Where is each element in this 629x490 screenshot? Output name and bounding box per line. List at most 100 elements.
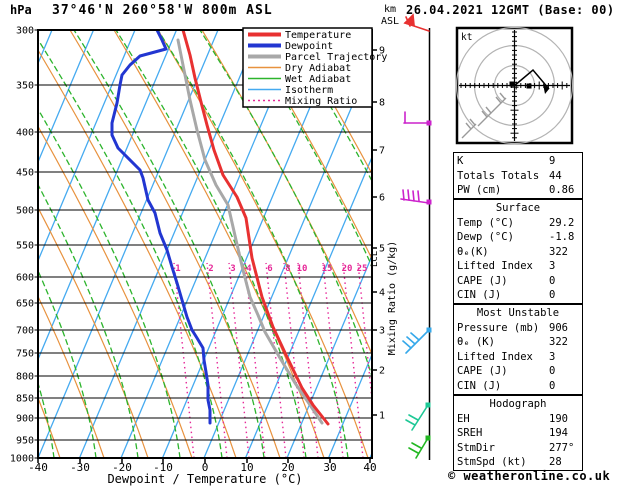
temp-axis-label: -20: [112, 461, 132, 474]
pressure-axis-label: 550: [16, 241, 34, 252]
hodograph-ghost-barb: [461, 118, 477, 139]
panel-row-value: 906: [549, 321, 568, 334]
legend-item-label: Mixing Ratio: [285, 96, 357, 107]
panel-row-label: PW (cm): [457, 184, 502, 196]
panel-row-value: 0: [549, 289, 556, 301]
wind-barb-stroke: [417, 190, 420, 202]
wind-barb-stroke: [402, 340, 412, 349]
pressure-axis-label: 450: [16, 168, 34, 179]
km-axis-label: 8: [379, 98, 385, 109]
wet-adiabat-line: [578, 30, 629, 458]
panel-row: SREH 194: [454, 426, 582, 441]
dry-adiabat-line: [157, 30, 369, 458]
km-axis-label: 6: [379, 193, 385, 204]
panel-row: EH 190: [454, 412, 582, 427]
panel-row-label: Totals Totals: [457, 169, 540, 182]
temp-axis-label: 10: [240, 461, 253, 474]
pressure-axis-label: 650: [16, 299, 34, 310]
wind-barb: [403, 111, 432, 126]
indices-panel-surface: Surface Temp (°C) 29.2 Dewp (°C) -1.8 θₑ(K) 32…: [453, 199, 583, 304]
pressure-axis-label: 400: [16, 128, 34, 139]
panel-row-value: 194: [549, 427, 568, 439]
panel-row-label: θₑ(K): [457, 245, 489, 258]
wind-barb-dot: [426, 120, 432, 126]
wind-barb-stroke: [405, 419, 416, 426]
km-axis-label: 7: [379, 146, 385, 157]
panel-row-value: 277°: [549, 441, 575, 454]
panel-title: Most Unstable: [476, 307, 560, 319]
dry-adiabat-line: [69, 30, 281, 458]
wet-adiabat-line: [620, 30, 629, 458]
panel-row: Pressure (mb) 906: [454, 321, 582, 336]
km-axis-label: 2: [379, 366, 385, 377]
isotherm-line: [38, 30, 219, 458]
mixing-ratio-label: 3: [230, 264, 235, 274]
panel-title: Hodograph: [489, 398, 547, 410]
pressure-axis-label: 300: [16, 26, 34, 37]
station-title: 37°46'N 260°58'W 800m ASL: [52, 3, 273, 18]
indices-panel: K 9 Totals Totals 44 PW (cm) 0.86: [453, 152, 583, 199]
mixing-ratio-label: 15: [322, 264, 333, 274]
temp-axis-label: 40: [363, 461, 376, 474]
mixing-ratio-label: 2: [208, 264, 213, 274]
panel-row-label: StmSpd (kt): [457, 456, 527, 468]
pressure-axis-label: 750: [16, 349, 34, 360]
panel-row: PW (cm) 0.86: [454, 183, 582, 198]
mixing-ratio-label: 25: [357, 264, 368, 274]
isotherm-line: [244, 155, 372, 458]
pressure-axis-label: 500: [16, 206, 34, 217]
wind-barb-stroke: [402, 189, 405, 201]
hodograph-arrowhead: [543, 84, 549, 94]
legend-item-label: Parcel Trajectory: [285, 52, 387, 63]
panel-row: Dewp (°C) -1.8: [454, 230, 582, 245]
km-axis-label: 5: [379, 244, 385, 255]
panel-row-value: 0.86: [549, 184, 575, 196]
wind-barb-stroke: [415, 437, 429, 459]
panel-row-value: 3: [549, 350, 556, 363]
hodograph-marker: [526, 83, 532, 89]
wind-barb: [400, 189, 432, 205]
panel-row-value: 0: [549, 274, 556, 287]
wet-adiabat-line: [38, 380, 55, 458]
pressure-axis-label: 1000: [10, 454, 34, 465]
indices-panel-hodograph: Hodograph EH 190 SREH 194 StmDir 277° StmSpd (k…: [453, 395, 583, 471]
wet-adiabat-line: [38, 269, 97, 458]
km-axis-label: 3: [379, 326, 385, 337]
sounding-curves: [110, 30, 330, 426]
panel-row-value: 190: [549, 412, 568, 425]
panel-row: Lifted Index 3: [454, 350, 582, 365]
wind-barb-stroke: [410, 332, 420, 341]
lcl-label: LCL: [370, 251, 380, 267]
wet-adiabat-line: [38, 107, 181, 458]
wet-adiabat-line: [115, 30, 307, 458]
isotherm-line: [38, 30, 136, 263]
legend-item-label: Isotherm: [285, 85, 333, 96]
panel-row-value: 322: [549, 245, 568, 258]
temp-axis-label: -40: [28, 461, 48, 474]
wind-barb-dot: [425, 435, 431, 441]
legend-item-label: Dewpoint: [285, 41, 333, 52]
dry-adiabat-line: [38, 206, 149, 458]
hodograph-unit-label: kt: [461, 32, 472, 43]
panel-row: CAPE (J) 0: [454, 364, 582, 379]
panel-row-label: Lifted Index: [457, 350, 533, 363]
temp-axis-label: -10: [153, 461, 173, 474]
isotherm-line: [78, 30, 261, 458]
panel-row-label: K: [457, 155, 464, 167]
km-unit-label: km: [384, 4, 396, 15]
wind-barb-stroke: [412, 190, 415, 202]
legend-item-label: Temperature: [285, 30, 351, 41]
panel-row-value: 0: [549, 379, 556, 392]
panel-row-label: Pressure (mb): [457, 321, 540, 334]
temperature-curve: [181, 30, 330, 426]
wind-barb: [405, 402, 431, 431]
mixing-ratio-label: 1: [175, 264, 180, 274]
panel-row: StmSpd (kt) 28: [454, 455, 582, 470]
pressure-axis-label: 900: [16, 414, 34, 425]
hodograph-ring: [455, 26, 574, 145]
x-axis-title: Dewpoint / Temperature (°C): [107, 472, 302, 486]
panel-row: StmDir 277°: [454, 441, 582, 456]
